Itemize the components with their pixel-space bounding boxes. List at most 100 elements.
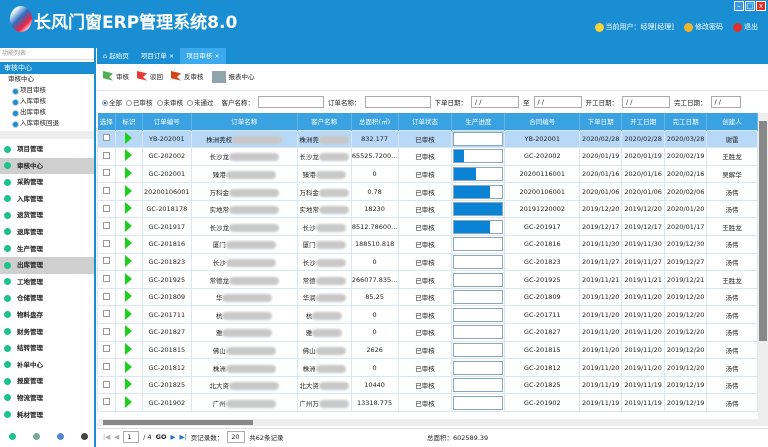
- order-date-from[interactable]: / /: [471, 96, 519, 108]
- row-checkbox[interactable]: [97, 217, 116, 237]
- page-size-input[interactable]: 20: [227, 431, 246, 443]
- sidebar-module[interactable]: 退货管理: [0, 207, 94, 224]
- sidebar-module[interactable]: 补单中心: [0, 357, 94, 374]
- table-row[interactable]: GC-201825 北大资 北大资 10440 已审核 GC-201825 2019/11/…: [97, 375, 758, 395]
- page-input[interactable]: 1: [123, 431, 140, 443]
- row-checkbox[interactable]: [97, 164, 116, 184]
- column-header[interactable]: 合同编号: [504, 113, 581, 130]
- finish-date-input[interactable]: / /: [710, 96, 741, 108]
- table-row[interactable]: GC-201711 杭杭 0 已审核 GC-201711 2019/11/20 2019/1…: [97, 305, 758, 325]
- sidebar-module[interactable]: 结转管理: [0, 340, 94, 357]
- horizontal-scrollbar[interactable]: [97, 419, 768, 426]
- maximize-button[interactable]: □: [745, 1, 755, 11]
- sidebar-group-header[interactable]: 审核中心: [0, 62, 94, 74]
- user-switch-icon[interactable]: [80, 432, 88, 440]
- cart-icon[interactable]: [32, 432, 40, 440]
- column-header[interactable]: 订单编号: [142, 113, 192, 130]
- row-checkbox[interactable]: [97, 199, 116, 219]
- table-row[interactable]: YB-202001 株洲莞校 株洲莞 832.177 已审核 YB-202001 2020/…: [97, 129, 758, 149]
- row-checkbox[interactable]: [97, 270, 116, 289]
- prev-page-button[interactable]: ◀: [114, 433, 120, 441]
- row-checkbox[interactable]: [97, 340, 116, 360]
- close-button[interactable]: x: [756, 1, 766, 11]
- column-header[interactable]: 开工日期: [621, 113, 666, 130]
- order-input[interactable]: [364, 96, 431, 108]
- table-row[interactable]: GC-201809 华华润 85.25 已审核 GC-201809 2019/11/20 2…: [97, 287, 758, 307]
- radio-approved[interactable]: 已审核: [126, 97, 153, 107]
- report-center-button[interactable]: 报表中心: [211, 71, 255, 83]
- column-header[interactable]: 总面积(㎡): [351, 113, 399, 130]
- sidebar-module[interactable]: 出库管理: [0, 257, 94, 274]
- logout-link[interactable]: 退出: [733, 22, 758, 32]
- row-checkbox[interactable]: [97, 305, 116, 325]
- table-row[interactable]: GC-201902 广州 广州万 13318.775 已审核 GC-201902 2019/…: [97, 393, 758, 412]
- column-header[interactable]: 生产进度: [451, 113, 506, 130]
- first-page-button[interactable]: |◀: [103, 433, 111, 441]
- sidebar-module[interactable]: 物流管理: [0, 390, 94, 407]
- table-row[interactable]: GC-201823 长沙 长沙 0 已审核 GC-201823 2019/11/27 2019…: [97, 252, 758, 272]
- column-header[interactable]: 订单名称: [191, 113, 298, 130]
- table-row[interactable]: GC-201816 厦门 厦门 188510.818 已审核 GC-201816 2019/…: [97, 235, 758, 254]
- sidebar-module[interactable]: 工地管理: [0, 274, 94, 291]
- row-checkbox[interactable]: [97, 252, 116, 272]
- sidebar-module[interactable]: 耗材管理: [0, 407, 94, 424]
- sidebar-module[interactable]: 入库管理: [0, 191, 94, 208]
- table-row[interactable]: GC-201812 株洲 株洲 0 已审核 GC-201812 2019/11/20 2019…: [97, 358, 758, 377]
- tree-item[interactable]: 出库审核: [0, 107, 94, 118]
- row-checkbox[interactable]: [97, 235, 116, 254]
- table-row[interactable]: GC-2018178 实地常 实地常 18230 已审核 20191220002 2019/…: [97, 199, 758, 219]
- go-button[interactable]: GO: [155, 433, 167, 441]
- row-checkbox[interactable]: [97, 182, 116, 201]
- row-checkbox[interactable]: [97, 147, 116, 166]
- sidebar-module[interactable]: 物料盘存: [0, 307, 94, 324]
- radio-rejected[interactable]: 未通过: [187, 97, 214, 107]
- column-header[interactable]: 标识: [115, 113, 143, 130]
- module-icon[interactable]: [8, 432, 16, 440]
- tab-home[interactable]: ⌂ 起始页: [103, 52, 129, 60]
- sidebar-module[interactable]: 报废管理: [0, 373, 94, 390]
- table-row[interactable]: GC-201925 常德龙 常德 266077.835... 已审核 GC-201925 2…: [97, 270, 758, 289]
- sidebar-module[interactable]: 审核中心: [0, 157, 94, 175]
- column-header[interactable]: 选择: [97, 113, 116, 130]
- approve-button[interactable]: 审核: [103, 71, 129, 83]
- row-checkbox[interactable]: [97, 129, 116, 149]
- tab-project-orders[interactable]: 项目订单 ×: [140, 52, 175, 60]
- table-row[interactable]: 20200106001 万科金 万科金 0.78 已审核 20200106001 2020/…: [97, 182, 758, 201]
- column-header[interactable]: 完工日期: [664, 113, 708, 130]
- reject-button[interactable]: 驳回: [137, 71, 163, 83]
- table-row[interactable]: GC-202002 长沙龙 长沙龙 65525.7200... 已审核 GC-202002…: [97, 147, 758, 166]
- change-password-link[interactable]: 修改密码: [684, 22, 723, 32]
- sidebar-module[interactable]: 项目管理: [0, 141, 94, 158]
- row-checkbox[interactable]: [97, 393, 116, 412]
- row-checkbox[interactable]: [97, 323, 116, 342]
- last-page-button[interactable]: ▶|: [179, 433, 187, 441]
- vertical-scrollbar[interactable]: [758, 113, 768, 419]
- sidebar-hscroll[interactable]: [0, 131, 94, 139]
- customer-input[interactable]: [258, 96, 324, 108]
- row-checkbox[interactable]: [97, 358, 116, 377]
- minimize-button[interactable]: –: [734, 1, 744, 11]
- sidebar-module[interactable]: 生产管理: [0, 241, 94, 258]
- column-header[interactable]: 创建人: [706, 113, 758, 130]
- tree-item[interactable]: 入库审核: [0, 96, 94, 107]
- tree-item[interactable]: 项目审核: [0, 85, 94, 96]
- row-checkbox[interactable]: [97, 287, 116, 307]
- table-row[interactable]: GC-201827 雅雅 0 已审核 GC-201827 2019/11/20 2019/1…: [97, 323, 758, 342]
- sidebar-module[interactable]: 财务管理: [0, 324, 94, 341]
- column-header[interactable]: 订单状态: [398, 113, 453, 130]
- unapprove-button[interactable]: 反审核: [171, 71, 204, 83]
- table-row[interactable]: GC-201815 佛山 佛山 2626 已审核 GC-201815 2019/11/20 2…: [97, 340, 758, 360]
- radio-unapproved[interactable]: 未审核: [156, 97, 183, 107]
- table-row[interactable]: GC-201917 长沙龙 长沙 8512.78600... 已审核 GC-201917 2…: [97, 217, 758, 237]
- refresh-icon[interactable]: [56, 432, 64, 440]
- tab-project-audit[interactable]: 项目审核 ×: [180, 48, 226, 64]
- sidebar-module[interactable]: 退库管理: [0, 224, 94, 241]
- table-row[interactable]: GC-202001 臻港 臻港 0 已审核 20200116001 2020/01/16 20…: [97, 164, 758, 184]
- tree-item[interactable]: 入库审核回退: [0, 118, 94, 129]
- start-date-input[interactable]: / /: [622, 96, 670, 108]
- next-page-button[interactable]: ▶: [170, 433, 176, 441]
- sidebar-module[interactable]: 采购管理: [0, 174, 94, 191]
- order-date-to[interactable]: / /: [533, 96, 582, 108]
- column-header[interactable]: 客户名称: [297, 113, 352, 130]
- tree-root[interactable]: 审核中心: [8, 75, 34, 83]
